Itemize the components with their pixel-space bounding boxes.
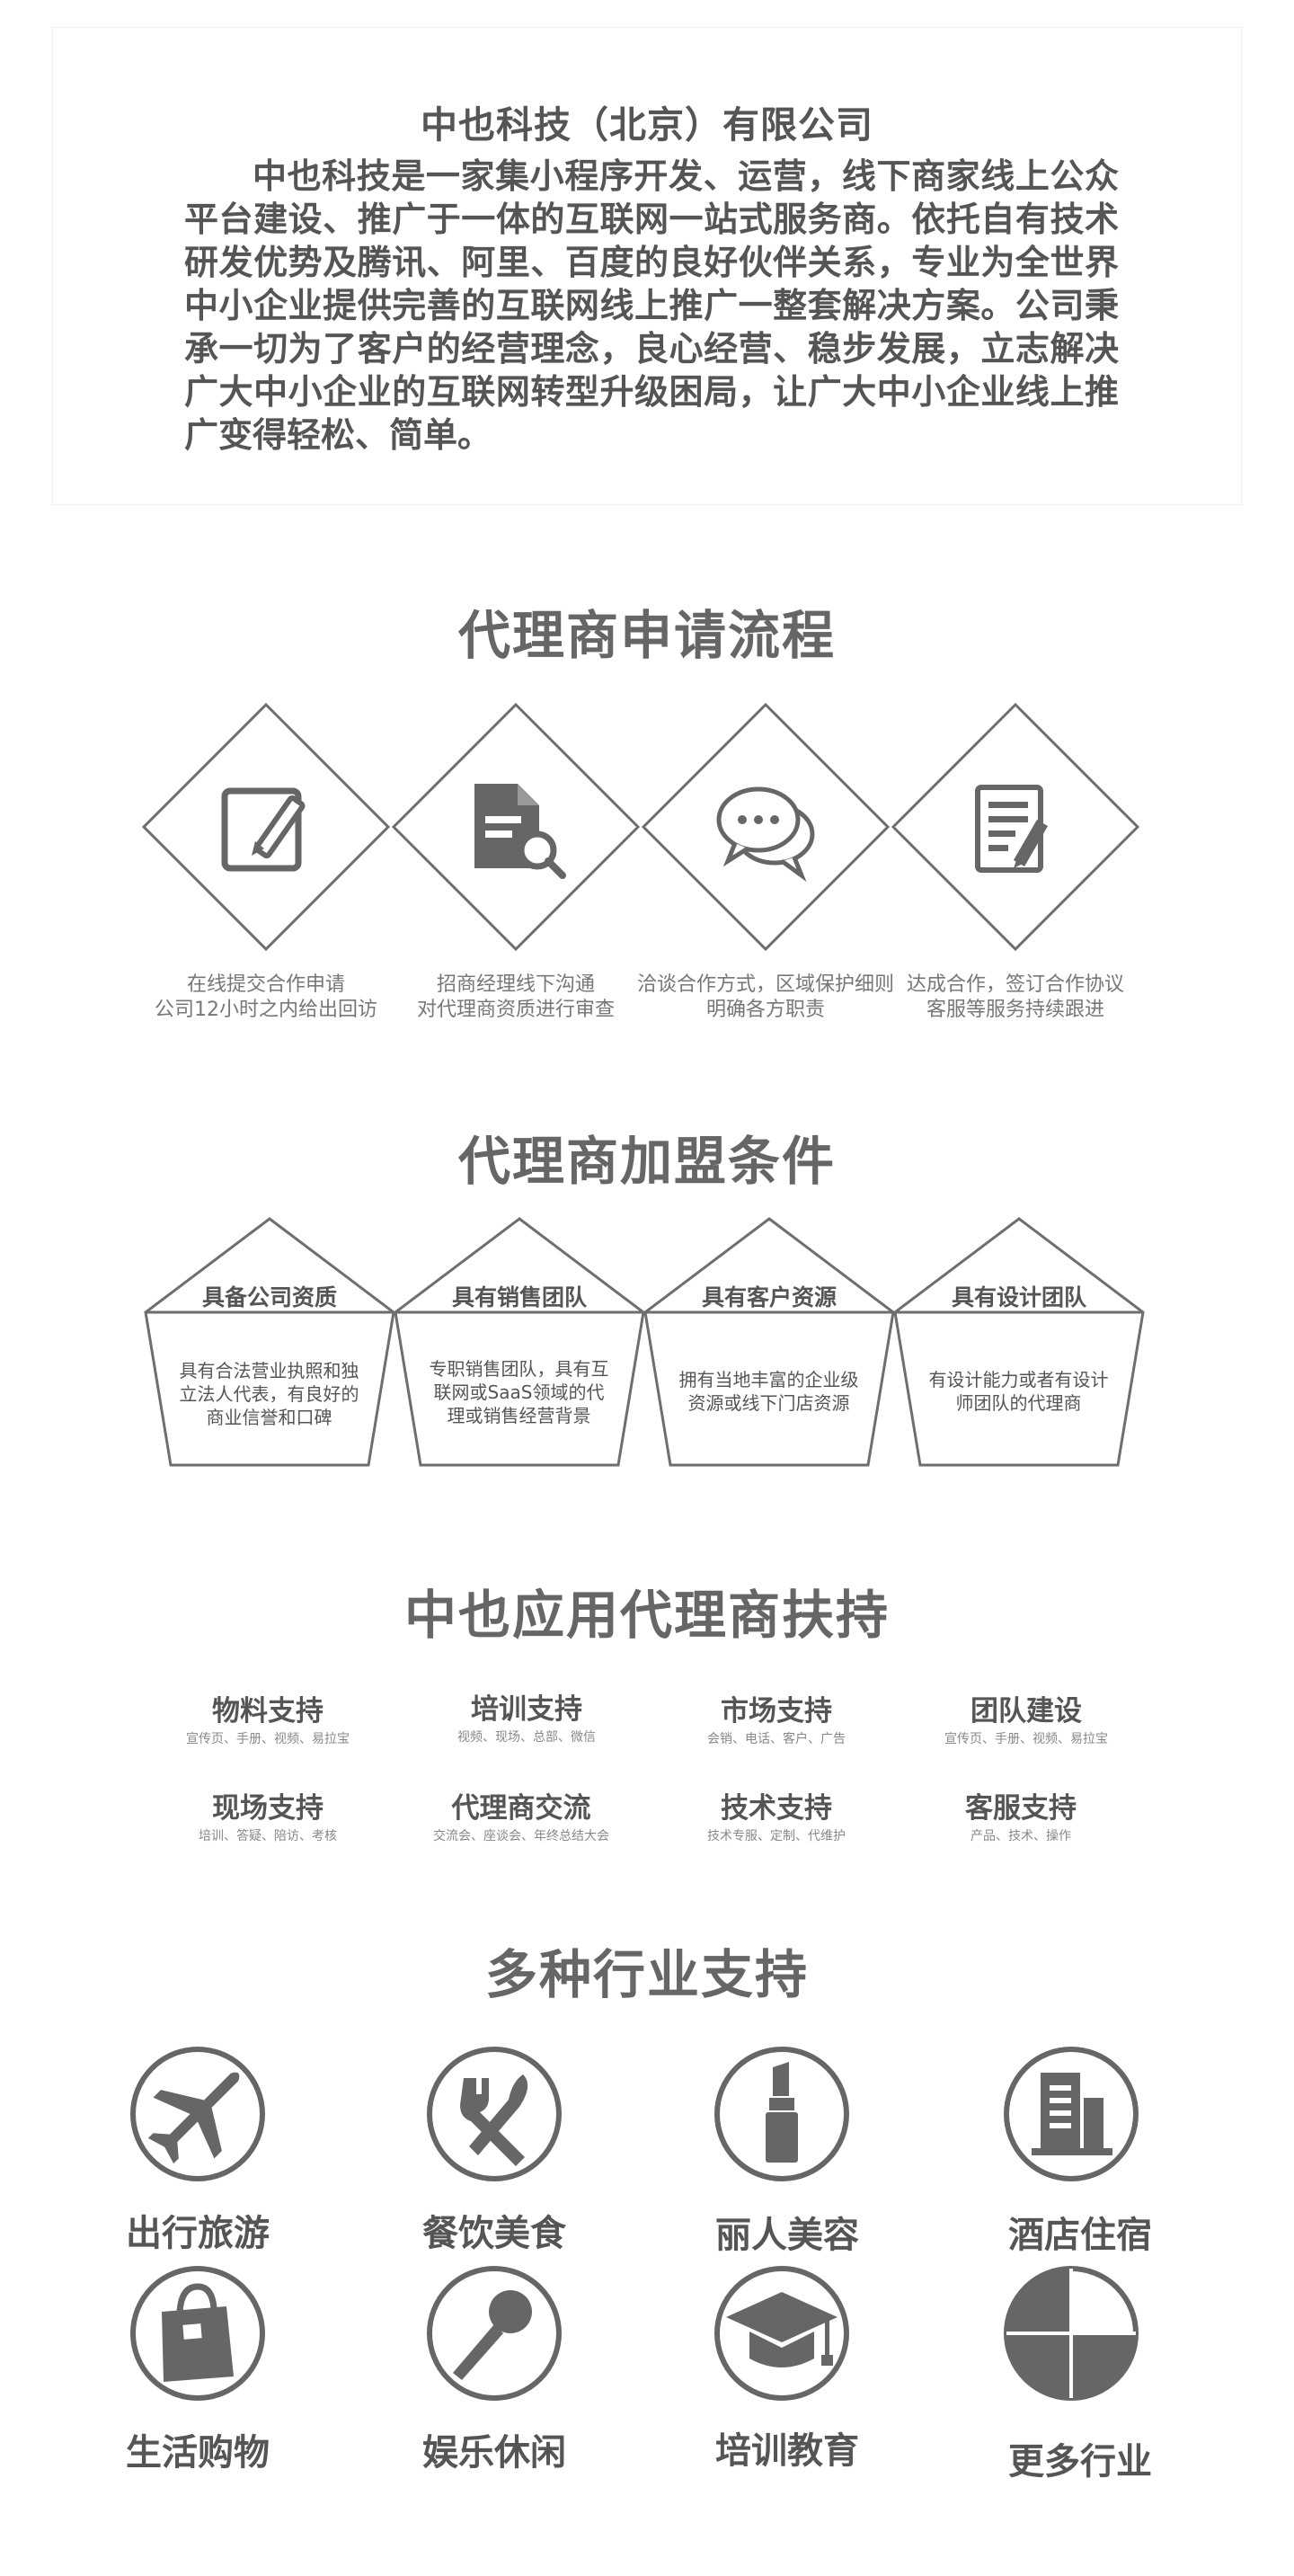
process-diamonds [141, 702, 1140, 952]
condition-2-desc: 专职销售团队，具有互联网或SaaS领域的代理或销售经营背景 [429, 1358, 609, 1426]
condition-1-desc: 具有合法营业执照和独立法人代表，有良好的商业信誉和口碑 [179, 1360, 359, 1428]
diamond-4 [891, 702, 1140, 952]
support-8-title: 客服支持 [965, 1792, 1077, 1825]
support-4-title: 团队建设 [970, 1695, 1082, 1728]
document-search-icon [474, 784, 566, 879]
support-6-sub: 交流会、座谈会、年终总结大会 [433, 1829, 609, 1843]
pentagon-3 [643, 1217, 895, 1467]
pie-chart-icon [1004, 2266, 1139, 2401]
shopping-bag-icon [130, 2266, 265, 2401]
diamond-3 [641, 702, 891, 952]
condition-4-desc: 有设计能力或者有设计师团队的代理商 [928, 1369, 1109, 1414]
support-7-title: 技术支持 [721, 1792, 832, 1825]
process-step-2: 招商经理线下沟通 对代理商资质进行审查 [377, 973, 655, 1023]
airplane-icon [130, 2047, 265, 2181]
step-2-line2: 对代理商资质进行审查 [416, 999, 615, 1021]
step-2-line1: 招商经理线下沟通 [436, 973, 595, 996]
step-1-line1: 在线提交合作申请 [186, 973, 345, 996]
contract-sign-icon [975, 785, 1049, 873]
step-3-line2: 明确各方职责 [705, 999, 825, 1021]
company-description: 中也科技是一家集小程序开发、运营，线下商家线上公众平台建设、推广于一体的互联网一… [184, 156, 1119, 455]
condition-4-title: 具有设计团队 [951, 1284, 1086, 1310]
pentagon-4 [893, 1217, 1145, 1467]
industry-6-label: 娱乐休闲 [422, 2432, 566, 2474]
microphone-icon [427, 2266, 562, 2401]
process-step-4: 达成合作，签订合作协议 客服等服务持续跟进 [876, 973, 1155, 1023]
support-section-title: 中也应用代理商扶持 [403, 1585, 890, 1646]
condition-1-title: 具备公司资质 [201, 1284, 337, 1310]
support-1-title: 物料支持 [212, 1695, 324, 1728]
industry-2-label: 餐饮美食 [422, 2213, 566, 2254]
support-6-title: 代理商交流 [451, 1792, 591, 1825]
industry-7-label: 培训教育 [715, 2430, 859, 2472]
industry-3-label: 丽人美容 [715, 2215, 859, 2256]
diamond-1 [141, 702, 391, 952]
condition-2-title: 具有销售团队 [451, 1284, 587, 1310]
support-2-sub: 视频、现场、总部、微信 [457, 1730, 596, 1745]
industries-section-title: 多种行业支持 [484, 1944, 809, 2005]
process-step-3: 洽谈合作方式，区域保护细则 明确各方职责 [626, 973, 905, 1023]
intro-card [52, 27, 1242, 505]
company-name: 中也科技（北京）有限公司 [421, 103, 873, 147]
step-1-line2: 公司12小时之内给出回访 [155, 999, 377, 1021]
graduation-cap-icon [714, 2266, 849, 2401]
step-4-line2: 客服等服务持续跟进 [926, 999, 1104, 1021]
step-4-line1: 达成合作，签订合作协议 [906, 973, 1124, 996]
pentagon-2 [394, 1217, 645, 1467]
support-7-sub: 技术专服、定制、代维护 [707, 1829, 846, 1843]
process-step-1: 在线提交合作申请 公司12小时之内给出回访 [127, 973, 405, 1023]
conditions-section-title: 代理商加盟条件 [457, 1131, 836, 1192]
condition-pentagons [144, 1217, 1145, 1467]
edit-icon [221, 787, 306, 872]
industry-5-label: 生活购物 [126, 2432, 270, 2474]
step-3-line1: 洽谈合作方式，区域保护细则 [636, 973, 894, 996]
industry-4-label: 酒店住宿 [1008, 2215, 1152, 2256]
chat-icon [716, 786, 815, 883]
support-1-sub: 宣传页、手册、视频、易拉宝 [186, 1732, 350, 1746]
support-3-title: 市场支持 [721, 1695, 832, 1728]
support-5-title: 现场支持 [212, 1792, 324, 1825]
support-8-sub: 产品、技术、操作 [970, 1829, 1071, 1843]
industry-8-label: 更多行业 [1008, 2441, 1152, 2483]
condition-3-desc: 拥有当地丰富的企业级资源或线下门店资源 [678, 1369, 859, 1414]
pentagon-1 [144, 1217, 395, 1467]
diamond-2 [391, 702, 641, 952]
process-section-title: 代理商申请流程 [457, 605, 836, 666]
support-4-sub: 宣传页、手册、视频、易拉宝 [944, 1732, 1108, 1746]
building-icon [1004, 2047, 1139, 2181]
lipstick-icon [714, 2047, 849, 2181]
industry-1-label: 出行旅游 [126, 2213, 270, 2254]
support-5-sub: 培训、答疑、陪访、考核 [199, 1829, 337, 1843]
support-2-title: 培训支持 [471, 1693, 582, 1726]
support-3-sub: 会销、电话、客户、广告 [707, 1732, 846, 1746]
condition-3-title: 具有客户资源 [701, 1284, 837, 1310]
fork-knife-icon [427, 2047, 562, 2181]
